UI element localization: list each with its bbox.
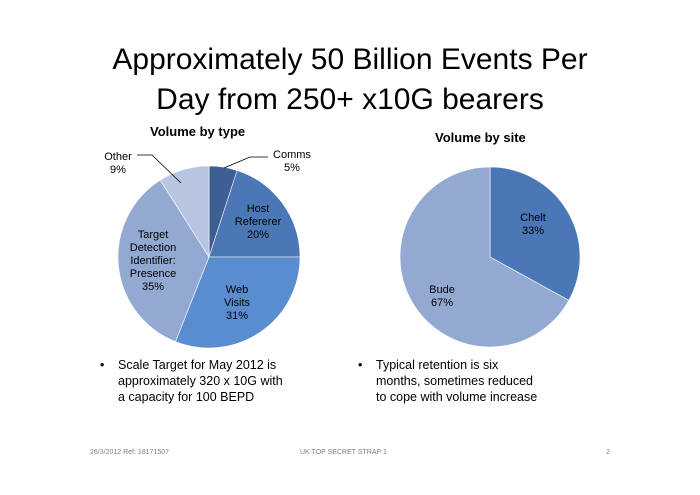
slide-title-line-1: Approximately 50 Billion Events Per — [112, 43, 588, 76]
leader-line-comms — [223, 156, 268, 169]
bullet-1-line-3: a capacity for 100 BEPD — [118, 390, 255, 404]
data-label-bude-line-1: Bude — [429, 284, 455, 296]
chart-title-volume-by-type: Volume by type — [150, 124, 246, 139]
pie1-slice-target — [117, 179, 210, 342]
bullet-dot: • — [100, 358, 105, 372]
data-label-host-refererer-line-3: 20% — [247, 229, 269, 241]
data-label-comms-line-2: 5% — [284, 162, 300, 174]
data-label-host-refererer-line-1: Host — [247, 203, 270, 215]
chart-title-volume-by-site: Volume by site — [435, 130, 526, 145]
data-label-web-visits-line-3: 31% — [226, 310, 248, 322]
bullet-2-line-1: Typical retention is six — [376, 358, 499, 372]
pie1-slice-web — [175, 256, 301, 349]
data-label-target-detection-line-2: Detection — [130, 242, 176, 254]
data-label-target-detection-line-3: Identifier: — [130, 255, 175, 267]
pie1-slice-host — [208, 170, 301, 258]
bullet-dot: • — [358, 358, 363, 372]
data-label-other-line-2: 9% — [110, 164, 126, 176]
footer-date-ref: 26/3/2012 Ref: 18171507 — [90, 449, 170, 456]
leader-line-other — [137, 154, 182, 184]
pie2-slice-chelt — [489, 166, 581, 301]
data-label-comms-line-1: Comms — [273, 149, 311, 161]
data-label-bude-line-2: 67% — [431, 297, 453, 309]
data-label-web-visits-line-2: Visits — [224, 297, 251, 309]
data-label-host-refererer-line-2: Refererer — [235, 216, 282, 228]
data-label-web-visits-line-1: Web — [226, 284, 248, 296]
data-label-chelt-line-1: Chelt — [520, 212, 546, 224]
bullet-1-line-2: approximately 320 x 10G with — [118, 374, 283, 388]
data-label-other-line-1: Other — [104, 151, 132, 163]
bullet-1-line-1: Scale Target for May 2012 is — [118, 358, 277, 372]
data-label-chelt-line-2: 33% — [522, 225, 544, 237]
bullet-2-line-3: to cope with volume increase — [376, 390, 538, 404]
pie2-slice-bude — [399, 166, 570, 348]
slide-title: Approximately 50 Billion Events Per Day … — [60, 40, 640, 120]
data-label-target-detection-line-5: 35% — [142, 281, 164, 293]
pie1-slice-other — [159, 165, 210, 259]
data-label-target-detection-line-4: Presence — [130, 268, 176, 280]
footer-page-number: 2 — [606, 449, 610, 456]
slide-title-line-2: Day from 250+ x10G bearers — [156, 83, 544, 116]
bullet-2-line-2: months, sometimes reduced — [376, 374, 534, 388]
footer-classification: UK TOP SECRET STRAP 1 — [300, 449, 387, 456]
data-label-target-detection-line-1: Target — [138, 229, 169, 241]
